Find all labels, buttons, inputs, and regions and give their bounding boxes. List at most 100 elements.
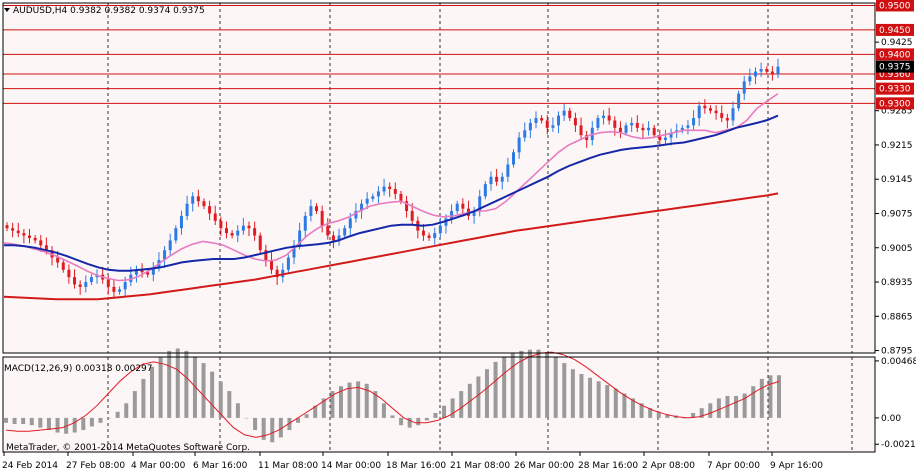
candle-body [61,262,65,270]
macd-histogram-bar [708,403,713,418]
candle-body [399,193,403,202]
macd-histogram-bar [493,361,498,418]
macd-pane-border [2,356,876,453]
macd-histogram-bar [751,386,756,418]
x-axis-tick-label: 11 Mar 08:00 [258,461,318,471]
candle-body [56,257,60,263]
macd-histogram-bar [4,417,8,423]
candle-body [191,196,195,204]
macd-histogram-bar [210,371,215,418]
macd-histogram-bar [175,348,180,418]
x-axis-tick-label: 28 Mar 16:00 [578,461,638,471]
candle-body [309,206,313,216]
price-level-tag-label: 0.9450 [879,26,911,36]
macd-histogram-bar [330,391,335,418]
candle-body [28,235,32,238]
symbol-dropdown-icon[interactable] [4,8,10,12]
y-axis-tick-label: 0.8795 [881,347,913,357]
price-level-tag-label: 0.9400 [879,50,911,60]
price-level-tag [876,97,914,110]
macd-histogram-bar [98,417,103,423]
candle-body [73,277,77,285]
candle-body [433,233,437,238]
macd-histogram-bar [338,386,343,418]
macd-histogram-bar [89,417,94,427]
macd-histogram-bar [510,353,515,418]
candle-body [106,279,110,287]
candle-body [680,127,684,131]
macd-histogram-bar [158,357,163,418]
price-pane-border [2,2,876,354]
candle-body [16,230,20,234]
y-axis-tick-label: 0.8865 [881,312,913,322]
candle-body [174,228,178,241]
candle-body [202,201,206,207]
candle-body [208,206,212,214]
candle-body [703,105,707,109]
macd-histogram-bar [184,350,189,418]
candle-body [253,228,257,236]
x-axis-tick-label: 2 Apr 08:00 [642,461,695,471]
candle-body [134,269,138,275]
macd-histogram-bar [682,417,687,419]
candle-body [213,213,217,221]
macd-histogram-bar [304,414,309,418]
candle-body [669,132,673,138]
macd-histogram-bar [124,403,129,418]
macd-histogram-bar [21,417,26,424]
macd-header: MACD(12,26,9) 0.00318 0.00297 [4,364,153,374]
candle-body [438,225,442,234]
ma-slow-line [3,192,779,301]
macd-histogram-bar [81,417,86,431]
current-price-tag [876,60,914,73]
x-axis-tick-label: 4 Mar 00:00 [131,461,186,471]
candle-body [461,203,465,209]
candle-body [315,206,319,212]
candle-body [511,152,515,165]
macd-histogram-bar [399,417,404,426]
y-axis-tick-label: 0.9005 [881,244,913,254]
symbol-header: AUDUSD,H4 0.9382 0.9382 0.9374 0.9375 [13,6,205,16]
candle-body [410,211,414,221]
candle-body [585,135,589,141]
candle-body [483,184,487,197]
macd-histogram-bar [296,417,301,423]
candle-body [67,269,71,278]
candle-body [326,225,330,236]
candle-body [185,203,189,216]
candle-body [506,164,510,177]
candle-body [354,211,358,219]
macd-histogram-bar [536,349,541,418]
macd-histogram-bar [588,377,593,418]
candle-body [776,66,780,74]
macd-y-axis-tick-label: 0.00468 [881,357,916,367]
price-pane[interactable] [3,3,875,353]
candle-body [495,176,499,182]
macd-histogram-bar [167,350,172,418]
macd-histogram-bar [201,363,206,418]
candle-body [450,211,454,219]
macd-histogram-bar [562,363,567,418]
candle-body [230,233,234,236]
candle-body [489,176,493,185]
candle-body [247,225,251,229]
candle-body [179,215,183,229]
candle-body [770,71,774,74]
y-axis-tick-label: 0.9075 [881,209,913,219]
candle-body [545,120,549,128]
macd-histogram-bar [107,417,112,419]
macd-histogram-bar [656,411,661,418]
price-level-tag-label: 0.9300 [879,99,911,109]
macd-histogram-bar [115,411,120,418]
macd-histogram-bar [390,415,395,418]
x-axis-tick-label: 7 Apr 00:00 [707,461,760,471]
candle-body [725,118,729,121]
macd-histogram-bar [278,417,283,438]
candle-body [393,189,397,194]
candle-body [517,137,521,153]
price-level-tag [876,82,914,95]
candle-body [697,105,701,119]
candle-body [39,240,43,246]
